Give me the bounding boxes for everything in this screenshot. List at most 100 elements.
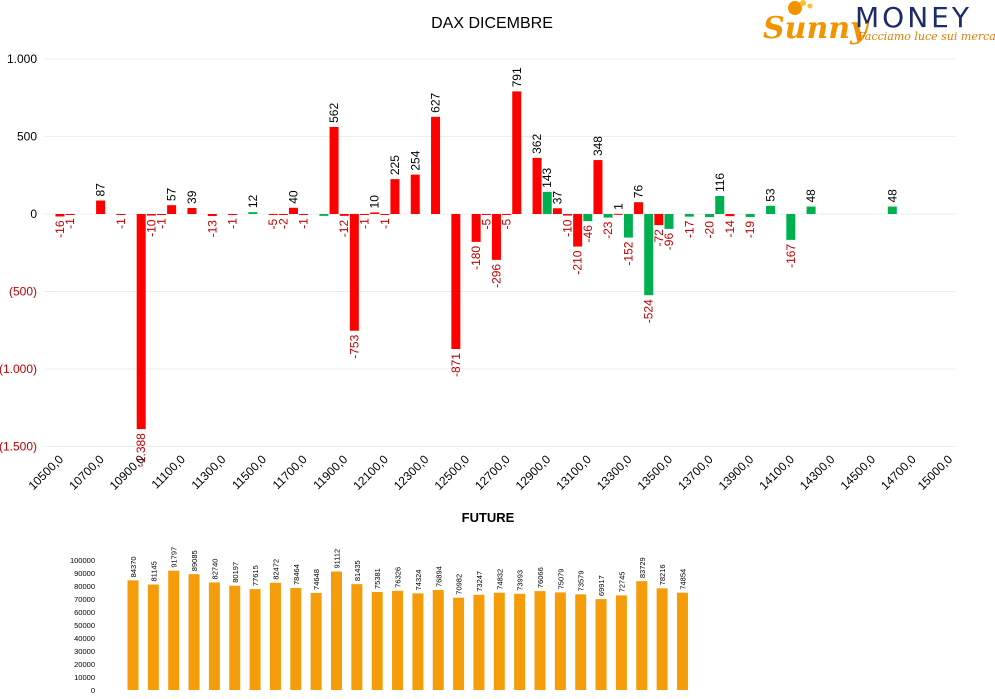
top-bar: [532, 157, 542, 214]
top-x-tick-label: 11900,0: [310, 452, 350, 492]
top-bar: [623, 214, 633, 238]
top-data-label: -5: [266, 218, 280, 229]
top-chart-data-labels: -16-187-1-1.388-10-157 39-13 -1 -5-240-1562…: [53, 67, 899, 467]
bottom-bar: [168, 570, 180, 690]
top-data-label: -10: [144, 219, 158, 237]
top-bar: [613, 213, 623, 215]
top-bar: [471, 214, 481, 242]
top-data-label: -13: [205, 220, 219, 238]
top-bar: [745, 214, 755, 217]
top-bar: [593, 160, 603, 214]
top-x-tick-label: 12300,0: [391, 452, 432, 493]
top-bar: [116, 214, 126, 215]
bottom-data-label: 80197: [231, 562, 240, 583]
top-bar: [502, 214, 512, 215]
bottom-bar: [595, 599, 607, 690]
bottom-bar: [534, 591, 546, 690]
bottom-data-label: 83729: [638, 557, 647, 578]
top-bar: [187, 207, 197, 214]
top-bar: [360, 214, 369, 215]
bottom-data-label: 76894: [434, 566, 443, 587]
bottom-bar: [636, 581, 648, 690]
top-bar: [167, 205, 177, 214]
top-data-label: -10: [561, 219, 575, 237]
bottom-chart-data-labels: 84370 81145 91797 89085 82740 80197 77615 82472…: [129, 547, 687, 596]
top-bar: [481, 214, 491, 215]
sun-icon: [788, 0, 813, 15]
bottom-y-tick-label: 50000: [74, 621, 95, 630]
top-data-label: 116: [713, 173, 727, 192]
bottom-y-tick-label: 90000: [74, 569, 95, 578]
top-x-tick-label: 14100,0: [756, 452, 797, 493]
top-bar: [228, 214, 238, 215]
top-data-label: -152: [621, 241, 635, 265]
bottom-data-label: 70982: [455, 574, 464, 595]
bottom-data-label: 74324: [414, 570, 423, 591]
top-data-label: -1: [297, 218, 311, 229]
top-data-label: -1.388: [134, 433, 148, 467]
top-data-label: 627: [429, 92, 443, 112]
bottom-bar: [473, 594, 485, 690]
bottom-data-label: 78464: [292, 564, 301, 585]
top-x-tick-label: 13300,0: [594, 452, 635, 493]
logo-tagline: Facciamo luce sui mercati: [857, 30, 995, 43]
top-data-label: -5: [500, 218, 514, 229]
top-data-label: -1: [63, 218, 77, 229]
top-bar: [299, 214, 309, 215]
top-data-label: -72: [652, 229, 666, 247]
bottom-data-label: 78216: [658, 564, 667, 585]
bottom-data-label: 81435: [353, 560, 362, 581]
top-x-tick-label: 11500,0: [229, 452, 269, 492]
top-data-label: 12: [246, 194, 260, 208]
bottom-bar: [249, 589, 261, 690]
top-bar: [55, 214, 65, 217]
top-bar: [248, 212, 258, 214]
bottom-chart-y-axis: 0 10000 20000 30000 40000 50000 60000 70000 8000…: [70, 556, 95, 695]
top-bar: [390, 179, 400, 214]
top-x-tick-label: 11100,0: [149, 452, 189, 492]
top-bar: [370, 212, 380, 214]
top-bar: [268, 214, 278, 215]
bottom-bar: [554, 592, 566, 690]
bottom-bar: [269, 582, 281, 690]
top-bar: [542, 191, 552, 214]
bottom-data-label: 91112: [333, 549, 342, 569]
top-chart-title: DAX DICEMBRE: [431, 15, 553, 32]
top-data-label: 348: [591, 136, 605, 156]
top-y-tick-label: (500): [9, 285, 37, 299]
top-y-tick-label: (1.000): [0, 362, 37, 376]
top-data-label: 48: [885, 189, 899, 203]
bottom-bar: [310, 592, 322, 690]
bottom-data-label: 84370: [129, 556, 138, 577]
bottom-data-label: 69917: [597, 575, 606, 596]
bottom-data-label: 82472: [271, 559, 280, 580]
top-data-label: -296: [489, 264, 503, 288]
top-y-tick-label: 0: [30, 207, 37, 221]
top-data-label: -19: [743, 221, 757, 239]
top-bar: [806, 206, 816, 214]
top-chart-y-axis: 1.000 500 0 (500) (1.000) (1.500): [0, 52, 37, 454]
top-data-label: -167: [784, 244, 798, 268]
top-x-tick-label: 12500,0: [432, 452, 473, 493]
top-data-label: 791: [510, 67, 524, 87]
bottom-bar: [656, 588, 668, 690]
top-bar: [766, 205, 775, 214]
bottom-y-tick-label: 70000: [74, 595, 95, 604]
top-data-label: 37: [550, 191, 564, 205]
bottom-data-label: 75079: [556, 569, 565, 590]
top-data-label: -17: [682, 220, 696, 238]
bottom-bar: [615, 595, 627, 690]
top-bar: [146, 214, 156, 216]
top-bar: [431, 116, 441, 214]
top-chart-bars: [55, 91, 897, 430]
top-x-tick-label: 10700,0: [66, 452, 107, 493]
top-bar: [329, 126, 339, 214]
bottom-data-label: 75381: [373, 568, 382, 589]
top-bar: [786, 214, 796, 240]
bottom-bar: [453, 597, 465, 690]
top-data-label: -46: [581, 225, 595, 243]
top-x-tick-label: 11700,0: [270, 452, 310, 492]
top-data-label: -5: [479, 218, 493, 229]
